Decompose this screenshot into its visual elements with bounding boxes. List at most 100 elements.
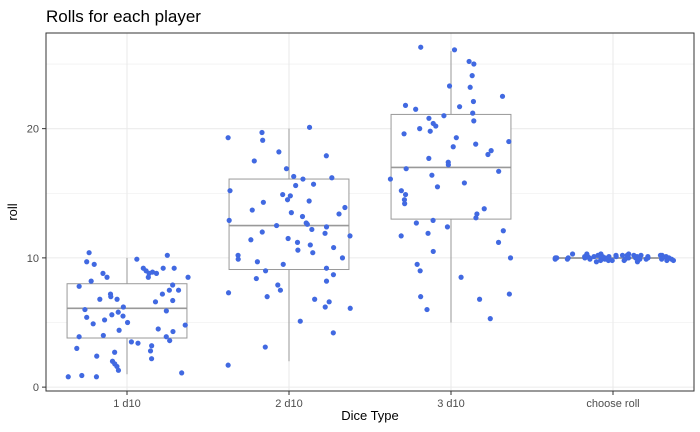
data-point: [506, 138, 512, 145]
data-point: [260, 199, 266, 205]
data-point: [259, 229, 265, 235]
data-point: [280, 261, 286, 267]
data-point: [264, 294, 270, 300]
data-point: [595, 252, 601, 258]
data-point: [424, 306, 430, 313]
data-point: [79, 372, 85, 379]
data-point: [637, 256, 643, 262]
data-point: [225, 135, 231, 141]
data-point: [600, 253, 606, 260]
data-point: [470, 98, 477, 105]
data-point: [444, 224, 451, 230]
data-point: [306, 124, 313, 130]
data-point: [453, 135, 459, 141]
data-point: [160, 265, 166, 271]
data-point: [251, 158, 257, 164]
data-point: [427, 128, 433, 134]
data-point: [659, 256, 665, 262]
data-point: [417, 268, 423, 274]
data-point: [441, 113, 447, 119]
data-point: [275, 282, 281, 288]
data-point: [342, 204, 348, 211]
panel-border: [45, 32, 695, 392]
data-point: [591, 253, 597, 260]
data-point: [426, 115, 432, 121]
data-point: [471, 118, 477, 124]
data-point: [451, 47, 458, 53]
data-point: [430, 248, 436, 255]
data-point: [387, 176, 394, 182]
y-tick-label: 20: [27, 124, 39, 136]
data-point: [295, 247, 301, 253]
data-point: [91, 261, 97, 267]
data-point: [330, 272, 337, 278]
data-point: [456, 104, 463, 110]
data-point: [100, 270, 106, 276]
data-point: [90, 321, 96, 327]
data-point: [149, 343, 155, 349]
point-layer: [65, 44, 677, 380]
x-axis-title: Dice Type: [341, 408, 399, 423]
data-point: [227, 188, 233, 194]
data-point: [152, 299, 159, 305]
data-point: [163, 308, 169, 314]
data-point: [417, 126, 423, 132]
box-layer: [66, 51, 674, 375]
data-point: [115, 367, 122, 373]
data-point: [276, 149, 282, 155]
data-point: [171, 265, 177, 271]
data-point: [488, 148, 494, 154]
data-point: [619, 252, 626, 258]
data-point: [323, 278, 330, 284]
data-point: [330, 330, 336, 336]
data-point: [659, 252, 665, 258]
data-point: [593, 259, 600, 265]
data-point: [297, 318, 303, 324]
data-point: [426, 155, 432, 161]
data-point: [401, 197, 408, 203]
data-point: [175, 287, 182, 293]
chart-title: Rolls for each player: [46, 7, 201, 26]
data-point: [235, 252, 241, 258]
data-point: [300, 176, 306, 182]
data-point: [569, 251, 576, 257]
data-point: [434, 184, 441, 190]
data-point: [476, 296, 483, 302]
data-point: [306, 198, 312, 204]
data-point: [450, 144, 456, 150]
data-point: [280, 191, 286, 198]
data-point: [403, 166, 409, 172]
data-point: [473, 141, 479, 147]
data-point: [402, 102, 409, 108]
data-point: [495, 239, 502, 245]
data-point: [445, 162, 451, 168]
data-point: [310, 250, 316, 256]
data-point: [631, 252, 637, 258]
data-point: [116, 327, 122, 333]
data-point: [288, 210, 294, 216]
data-point: [446, 83, 453, 89]
data-point: [429, 172, 435, 178]
data-point: [613, 253, 619, 260]
data-point: [433, 123, 439, 129]
data-point: [418, 294, 424, 300]
data-point: [259, 129, 265, 136]
data-point: [323, 265, 330, 271]
data-point: [249, 207, 255, 213]
x-tick-label: choose roll: [586, 398, 639, 410]
data-point: [467, 84, 473, 90]
data-point: [148, 356, 155, 362]
data-point: [97, 296, 103, 302]
data-point: [248, 237, 254, 243]
data-point: [112, 349, 118, 355]
data-point: [329, 175, 335, 181]
data-point: [425, 230, 431, 236]
data-point: [167, 337, 173, 344]
data-point: [65, 374, 71, 380]
data-point: [226, 217, 232, 224]
data-point: [253, 275, 259, 282]
data-point: [262, 344, 268, 350]
data-point: [182, 322, 188, 328]
data-point: [260, 137, 266, 143]
